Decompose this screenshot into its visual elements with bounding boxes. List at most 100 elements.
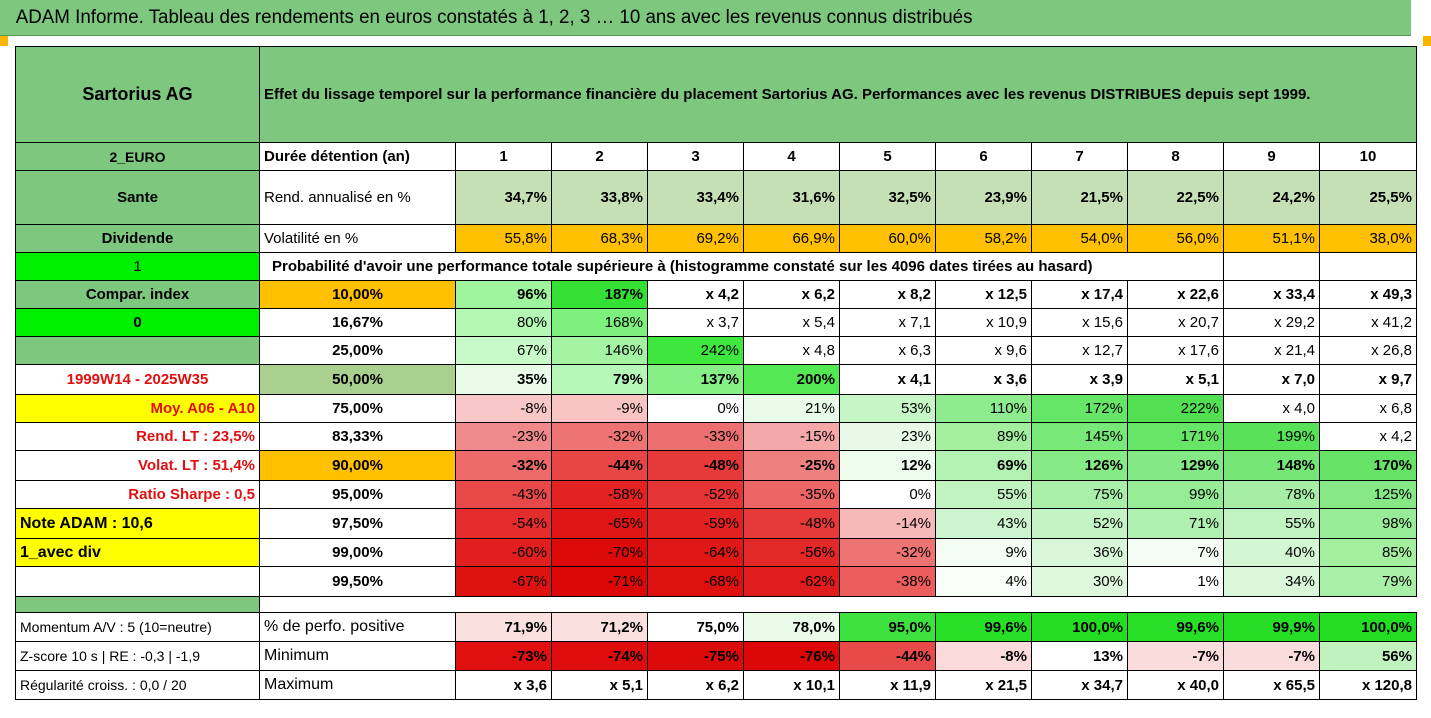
percentile-value: 171% bbox=[1127, 422, 1224, 451]
percentile-value: 126% bbox=[1031, 450, 1128, 481]
percentile-value: 125% bbox=[1319, 480, 1417, 509]
percentile-value: 12% bbox=[839, 450, 936, 481]
percentile-value: 4% bbox=[935, 566, 1032, 597]
positive-value: 75,0% bbox=[647, 612, 744, 642]
volatility-value: 51,1% bbox=[1223, 224, 1320, 253]
percentile-value: 146% bbox=[551, 336, 648, 365]
table-row: 99,50% -67% -71% -68% -62% -38% 4% 30% 1% 34% 79% bbox=[15, 566, 1417, 597]
maximum-value: x 120,8 bbox=[1319, 670, 1417, 700]
percentile-value: -59% bbox=[647, 508, 744, 539]
percentile-value: -32% bbox=[455, 450, 552, 481]
minimum-label: Minimum bbox=[259, 641, 456, 671]
percentile-threshold: 99,00% bbox=[259, 538, 456, 567]
rend-value: 25,5% bbox=[1319, 170, 1417, 225]
table-row: 2_EURO Durée détention (an) 1 2 3 4 5 6 7 8 9 10 bbox=[15, 142, 1417, 171]
minimum-value: -76% bbox=[743, 641, 840, 671]
minimum-value: -8% bbox=[935, 641, 1032, 671]
percentile-value: -67% bbox=[455, 566, 552, 597]
volatility-value: 66,9% bbox=[743, 224, 840, 253]
percentile-value: 53% bbox=[839, 394, 936, 423]
year-header: 10 bbox=[1319, 142, 1417, 171]
volatility-value: 68,3% bbox=[551, 224, 648, 253]
percentile-value: 1% bbox=[1127, 566, 1224, 597]
avec-div-label: 1_avec div bbox=[15, 538, 260, 567]
corner-marker-left bbox=[0, 36, 8, 46]
empty-cell bbox=[15, 566, 260, 597]
volatility-value: 38,0% bbox=[1319, 224, 1417, 253]
percentile-value: x 29,2 bbox=[1223, 308, 1320, 337]
percentile-value: -33% bbox=[647, 422, 744, 451]
percentile-value: -44% bbox=[551, 450, 648, 481]
percentile-threshold: 50,00% bbox=[259, 364, 456, 395]
percentile-value: 78% bbox=[1223, 480, 1320, 509]
percentile-value: x 9,7 bbox=[1319, 364, 1417, 395]
percentile-value: 170% bbox=[1319, 450, 1417, 481]
rend-value: 33,8% bbox=[551, 170, 648, 225]
percentile-value: 69% bbox=[935, 450, 1032, 481]
percentile-value: 222% bbox=[1127, 394, 1224, 423]
percentile-value: x 33,4 bbox=[1223, 280, 1320, 309]
sharpe-label: Ratio Sharpe : 0,5 bbox=[15, 480, 260, 509]
percentile-value: -25% bbox=[743, 450, 840, 481]
percentile-threshold: 90,00% bbox=[259, 450, 456, 481]
maximum-value: x 34,7 bbox=[1031, 670, 1128, 700]
maximum-value: x 5,1 bbox=[551, 670, 648, 700]
percentile-threshold: 25,00% bbox=[259, 336, 456, 365]
percentile-value: x 7,0 bbox=[1223, 364, 1320, 395]
year-header: 2 bbox=[551, 142, 648, 171]
year-header: 4 bbox=[743, 142, 840, 171]
year-header: 9 bbox=[1223, 142, 1320, 171]
percentile-threshold: 10,00% bbox=[259, 280, 456, 309]
empty-cell bbox=[1319, 252, 1417, 281]
percentile-value: 9% bbox=[935, 538, 1032, 567]
percentile-value: -43% bbox=[455, 480, 552, 509]
percentile-threshold: 16,67% bbox=[259, 308, 456, 337]
volatility-value: 60,0% bbox=[839, 224, 936, 253]
percentile-value: -23% bbox=[455, 422, 552, 451]
report-banner: ADAM Informe. Tableau des rendements en … bbox=[0, 0, 1411, 36]
maximum-value: x 11,9 bbox=[839, 670, 936, 700]
percentile-value: 71% bbox=[1127, 508, 1224, 539]
positive-value: 100,0% bbox=[1031, 612, 1128, 642]
percentile-value: -64% bbox=[647, 538, 744, 567]
percentile-value: 0% bbox=[839, 480, 936, 509]
percentile-value: -35% bbox=[743, 480, 840, 509]
percentile-value: 7% bbox=[1127, 538, 1224, 567]
volatility-value: 58,2% bbox=[935, 224, 1032, 253]
table-row: Z-score 10 s | RE : -0,3 | -1,9 Minimum -7… bbox=[15, 641, 1417, 671]
percentile-value: x 3,9 bbox=[1031, 364, 1128, 395]
volatility-label: Volatilité en % bbox=[259, 224, 456, 253]
positive-value: 100,0% bbox=[1319, 612, 1417, 642]
minimum-value: 13% bbox=[1031, 641, 1128, 671]
performance-table: Sartorius AG Effet du lissage temporel s… bbox=[15, 46, 1417, 700]
percentile-value: 55% bbox=[1223, 508, 1320, 539]
percentile-value: x 49,3 bbox=[1319, 280, 1417, 309]
percentile-value: x 17,6 bbox=[1127, 336, 1224, 365]
percentile-value: x 4,0 bbox=[1223, 394, 1320, 423]
percentile-value: x 8,2 bbox=[839, 280, 936, 309]
zscore-label: Z-score 10 s | RE : -0,3 | -1,9 bbox=[15, 641, 260, 671]
percentile-value: 110% bbox=[935, 394, 1032, 423]
rend-value: 23,9% bbox=[935, 170, 1032, 225]
percentile-value: x 4,1 bbox=[839, 364, 936, 395]
maximum-value: x 10,1 bbox=[743, 670, 840, 700]
maximum-value: x 3,6 bbox=[455, 670, 552, 700]
percentile-value: 199% bbox=[1223, 422, 1320, 451]
sector-label: Sante bbox=[15, 170, 260, 225]
volatility-value: 56,0% bbox=[1127, 224, 1224, 253]
spacer-cell bbox=[15, 596, 260, 613]
volat-lt-label: Volat. LT : 51,4% bbox=[15, 450, 260, 481]
note-adam-label: Note ADAM : 10,6 bbox=[15, 508, 260, 539]
percentile-value: -56% bbox=[743, 538, 840, 567]
rend-label: Rend. annualisé en % bbox=[259, 170, 456, 225]
percentile-value: x 12,5 bbox=[935, 280, 1032, 309]
table-row: Momentum A/V : 5 (10=neutre)% de perfo. … bbox=[15, 612, 1417, 642]
percentile-value: -9% bbox=[551, 394, 648, 423]
percentile-value: -8% bbox=[455, 394, 552, 423]
minimum-value: -44% bbox=[839, 641, 936, 671]
percentile-value: -48% bbox=[743, 508, 840, 539]
percentile-value: 80% bbox=[455, 308, 552, 337]
moyenne-label: Moy. A06 - A10 bbox=[15, 394, 260, 423]
percentile-value: 99% bbox=[1127, 480, 1224, 509]
percentile-value: 79% bbox=[1319, 566, 1417, 597]
